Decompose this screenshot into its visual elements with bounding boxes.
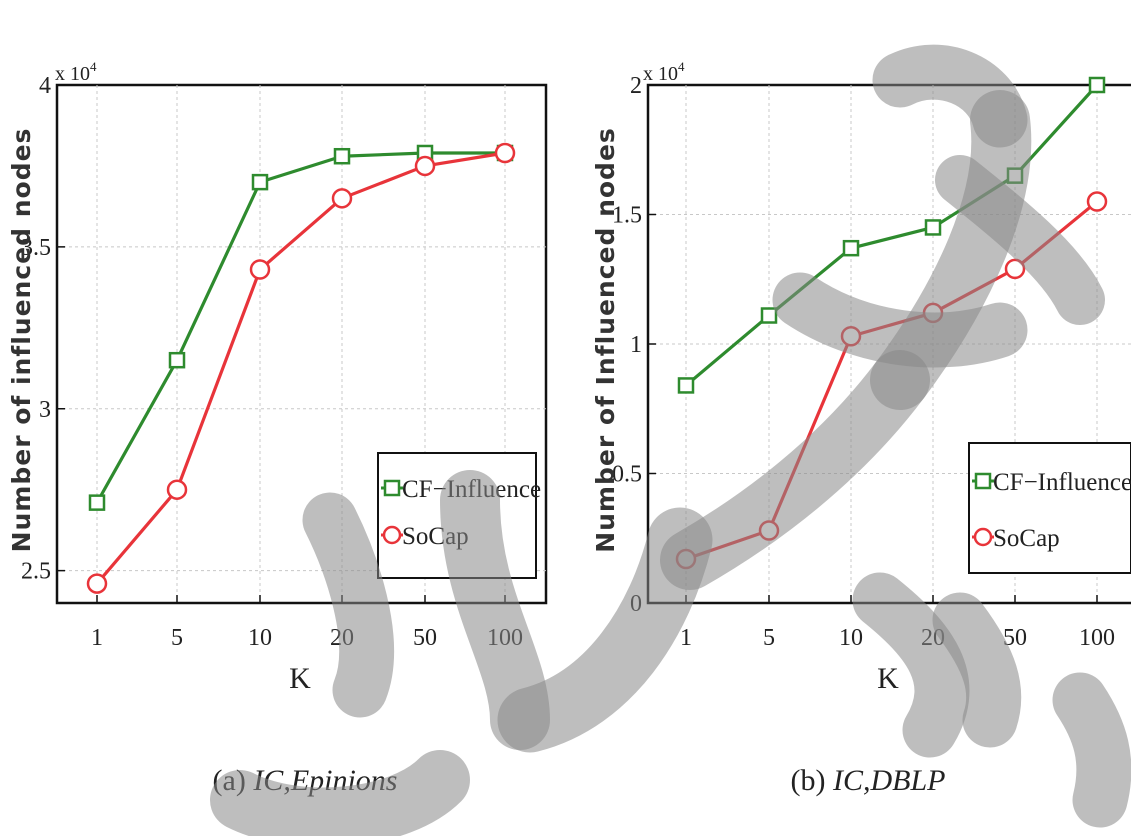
caption: (b) IC,DBLP: [791, 764, 946, 797]
watermark-stroke: [852, 572, 970, 758]
legend-label: CF−Influence: [993, 469, 1131, 496]
y-multiplier: x 104: [55, 59, 97, 85]
y-tick-label: 4: [39, 73, 51, 99]
data-point-socap: [1086, 191, 1108, 212]
data-point-socap: [86, 573, 108, 594]
watermark: [210, 44, 1131, 836]
data-point-cf-influence: [842, 239, 860, 257]
x-tick-label: 5: [763, 625, 775, 651]
watermark-stroke: [932, 592, 1022, 748]
gridlines: [57, 84, 546, 603]
data-point-cf-influence: [1088, 76, 1106, 94]
watermark-stroke: [302, 492, 395, 718]
watermark-stroke: [210, 750, 470, 836]
data-point-cf-influence: [168, 351, 186, 369]
x-tick-label: 5: [171, 625, 183, 651]
y-axis-label: Number of influenced nodes: [7, 128, 36, 553]
legend: CF−Influence SoCap: [968, 442, 1131, 574]
data-point-socap: [249, 259, 271, 280]
data-point-cf-influence: [760, 307, 778, 324]
x-tick-label: 10: [248, 625, 272, 651]
x-axis-label: K: [877, 662, 899, 695]
x-tick-label: 100: [1079, 625, 1115, 651]
data-point-socap: [331, 188, 353, 209]
watermark-stroke: [935, 155, 1105, 325]
watermark-stroke: [660, 350, 930, 590]
series-line-cf-influence: [95, 151, 505, 504]
data-point-socap: [166, 479, 188, 500]
y-tick-label: 1.5: [612, 203, 642, 229]
y-tick-label: 0.5: [612, 462, 642, 488]
x-tick-label: 1: [680, 625, 692, 651]
legend-box: [968, 442, 1131, 574]
y-tick-label: 2.5: [21, 559, 51, 585]
series-layer: [86, 142, 516, 594]
y-tick-labels: 2.5 3 3.5 4: [21, 73, 51, 585]
legend-swatch-square: [383, 479, 401, 497]
watermark-stroke: [1052, 672, 1131, 828]
x-tick-labels: 1 5 10 20 50 100: [91, 625, 523, 651]
data-point-socap: [414, 155, 436, 177]
y-axis-label: Number of Influenced nodes: [591, 127, 620, 553]
data-point-cf-influence: [677, 377, 695, 394]
series-line-socap: [95, 151, 506, 585]
x-axis-label: K: [289, 662, 311, 695]
legend-swatch-circle: [382, 525, 402, 545]
chart-epinions: 2.533.54 1 5 10 20 50 100 x 104 Number of inf…: [7, 59, 548, 797]
legend-label: SoCap: [993, 525, 1060, 552]
y-tick-label: 3: [39, 397, 51, 423]
watermark-stroke: [872, 44, 1028, 148]
data-point-cf-influence: [333, 147, 351, 165]
y-tick-label: 2: [630, 73, 642, 99]
y-multiplier: x 104: [643, 59, 685, 85]
data-point-socap: [494, 142, 516, 164]
watermark-stroke: [772, 272, 1028, 368]
x-tick-label: 50: [413, 625, 437, 651]
data-point-cf-influence: [88, 494, 106, 511]
data-point-socap: [1004, 258, 1026, 280]
legend-swatch-circle: [973, 527, 993, 547]
legend-swatch-square: [974, 472, 992, 490]
y-tick-label: 3.5: [21, 235, 51, 261]
watermark-stroke: [497, 507, 713, 753]
data-point-cf-influence: [924, 219, 942, 236]
y-tick-label: 1: [630, 332, 642, 358]
data-point-cf-influence: [251, 173, 269, 191]
x-tick-label: 10: [839, 625, 863, 651]
x-tick-label: 1: [91, 625, 103, 651]
